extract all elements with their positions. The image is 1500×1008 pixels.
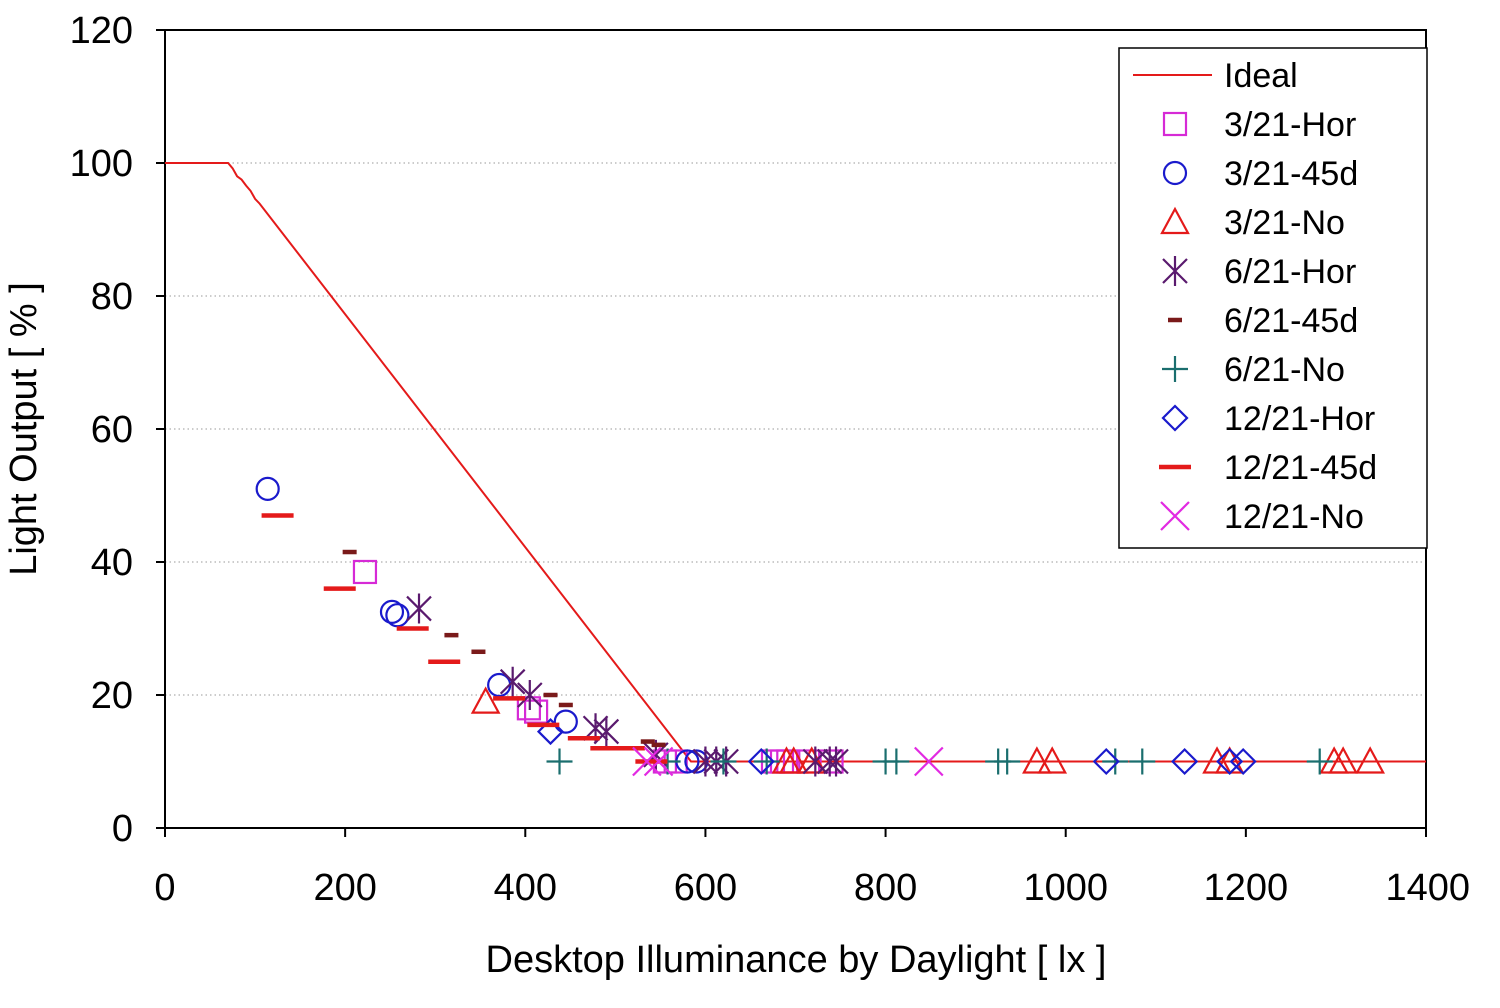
data-point (914, 746, 944, 777)
legend-label: 6/21-No (1224, 351, 1345, 389)
data-point (643, 746, 674, 777)
data-point (536, 718, 565, 746)
data-point (379, 599, 405, 624)
legend-item: 12/21-Hor (1161, 400, 1375, 438)
legend-swatch (1160, 501, 1190, 531)
data-point (802, 746, 829, 777)
legend-swatch (1162, 356, 1188, 382)
data-marks (165, 162, 1426, 777)
series-ideal (165, 162, 1426, 763)
legend-label: 3/21-Hor (1224, 106, 1356, 144)
y-tick-label: 100 (70, 143, 133, 185)
data-point (994, 748, 1021, 775)
legend-label: Ideal (1224, 57, 1298, 95)
y-tick-label: 40 (91, 542, 133, 584)
y-axis-label: Light Output [ % ] (3, 282, 45, 576)
data-point (883, 748, 910, 775)
legend-label: 12/21-45d (1224, 449, 1377, 487)
data-point (816, 746, 843, 777)
legend-label: 3/21-45d (1224, 155, 1358, 193)
data-point (632, 746, 662, 777)
data-point (553, 709, 578, 734)
data-point (517, 680, 543, 710)
series-6-21-45d (342, 549, 666, 748)
legend-swatch (1160, 206, 1190, 235)
legend-label: 6/21-Hor (1224, 253, 1356, 291)
ideal-line (165, 162, 1426, 763)
y-tick-label: 80 (91, 276, 133, 318)
data-point (753, 748, 780, 775)
series-3-21-45d (255, 476, 709, 774)
data-point (710, 748, 737, 775)
legend-item: 12/21-No (1160, 498, 1364, 536)
data-point (499, 666, 526, 697)
data-point (1229, 747, 1257, 776)
x-tick-label: 1200 (1204, 867, 1289, 909)
data-point (406, 593, 432, 624)
legend-swatch (1162, 160, 1188, 186)
series-12-21-no (632, 746, 944, 777)
x-tick-label: 1400 (1385, 867, 1470, 909)
legend-label: 12/21-Hor (1224, 400, 1375, 438)
legend-item: Ideal (1133, 57, 1298, 95)
data-point (255, 476, 280, 501)
legend: Ideal 3/21-Hor 3/21-45d 3/21-No 6/21-Hor 6/21… (1118, 47, 1428, 549)
data-point (1216, 747, 1244, 776)
y-tick-label: 120 (70, 10, 133, 52)
data-point (778, 746, 809, 774)
data-point (1306, 748, 1333, 775)
x-tick-label: 800 (854, 867, 917, 909)
x-tick-label: 200 (313, 867, 376, 909)
legend-label: 6/21-45d (1224, 302, 1358, 340)
data-point (1355, 746, 1386, 774)
data-point (1037, 746, 1068, 774)
data-point (1171, 747, 1199, 776)
data-point (1092, 747, 1120, 776)
data-point (819, 749, 844, 774)
data-point (1022, 746, 1052, 774)
data-point (796, 746, 827, 774)
y-tick-label: 60 (91, 409, 133, 451)
y-tick-label: 20 (91, 675, 133, 717)
legend-item: 3/21-45d (1162, 155, 1358, 193)
x-tick-label: 0 (154, 867, 175, 909)
series-6-21-no (546, 748, 1333, 775)
legend-swatch (1162, 256, 1188, 286)
x-tick-label: 600 (674, 867, 737, 909)
data-point (546, 748, 573, 775)
legend-item: 6/21-No (1162, 351, 1345, 389)
legend-item: 6/21-45d (1168, 302, 1358, 340)
legend-item: 6/21-Hor (1162, 253, 1356, 291)
x-tick-label: 400 (494, 867, 557, 909)
series-12-21-hor (536, 718, 1257, 776)
x-tick-label: 1000 (1023, 867, 1108, 909)
y-tick-label: 0 (112, 808, 133, 850)
data-point (823, 746, 849, 777)
data-point (1129, 748, 1156, 775)
series-12-21-45d (261, 513, 668, 764)
legend-box (1118, 47, 1428, 549)
data-point (684, 749, 709, 774)
legend-label: 3/21-No (1224, 204, 1345, 242)
legend-swatch (1162, 111, 1188, 137)
legend-item: 12/21-45d (1159, 449, 1377, 487)
x-axis-label: Desktop Illuminance by Daylight [ lx ] (486, 939, 1107, 981)
data-point (385, 603, 410, 628)
data-point (470, 686, 501, 714)
legend-label: 12/21-No (1224, 498, 1364, 536)
legend-item: 3/21-No (1160, 204, 1345, 242)
data-point (747, 747, 775, 776)
grid-lines (165, 162, 1426, 696)
data-point (1102, 748, 1129, 775)
data-point (352, 559, 378, 585)
legend-item: 3/21-Hor (1162, 106, 1356, 144)
data-point (1328, 746, 1358, 774)
legend-swatch (1161, 404, 1189, 432)
